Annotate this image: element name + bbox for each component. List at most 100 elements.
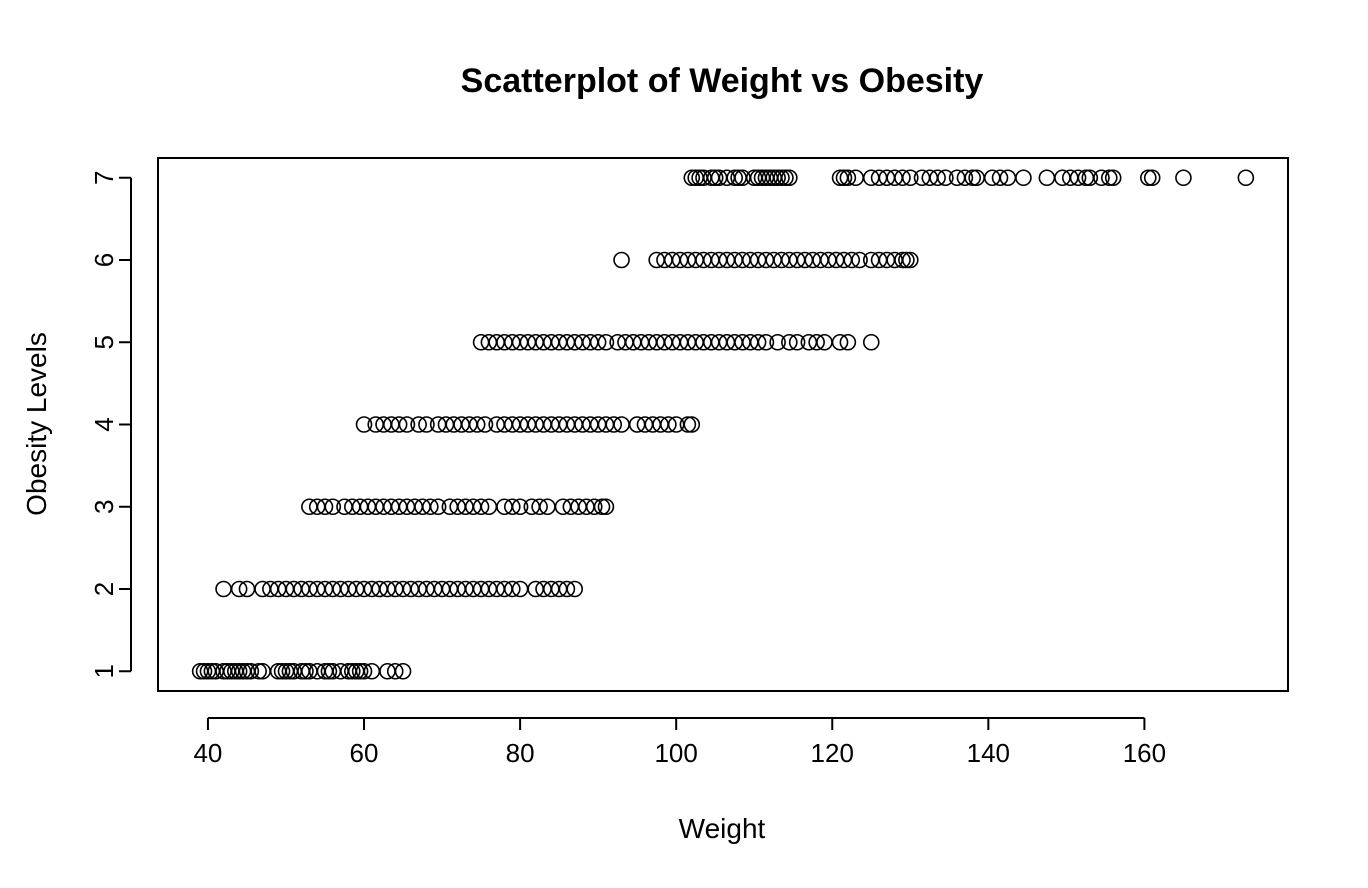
- data-point: [316, 498, 334, 516]
- data-point: [355, 416, 373, 433]
- y-tick-label: 1: [89, 664, 119, 678]
- data-point: [956, 169, 974, 187]
- data-point: [422, 498, 439, 516]
- data-point: [929, 169, 946, 187]
- data-point: [749, 333, 767, 351]
- data-point: [386, 662, 404, 680]
- data-point: [390, 416, 408, 433]
- data-point: [613, 251, 630, 269]
- data-point: [851, 251, 868, 269]
- data-point: [1100, 169, 1118, 187]
- data-point: [1038, 169, 1056, 187]
- data-point: [593, 498, 611, 516]
- data-point: [1104, 169, 1122, 187]
- data-point: [394, 662, 412, 680]
- x-tick-label: 60: [350, 738, 379, 768]
- data-point: [1143, 169, 1161, 187]
- data-point: [968, 169, 985, 187]
- data-point: [410, 416, 427, 433]
- data-point: [683, 416, 701, 433]
- data-point: [1175, 169, 1192, 187]
- x-tick-label: 120: [811, 738, 854, 768]
- data-point: [781, 333, 798, 351]
- data-point: [777, 169, 794, 187]
- data-point: [215, 580, 232, 598]
- data-point: [831, 333, 849, 351]
- data-point: [1015, 169, 1032, 187]
- y-tick-label: 2: [89, 582, 119, 596]
- data-point: [901, 251, 919, 269]
- data-point: [730, 169, 747, 187]
- data-point: [605, 416, 623, 433]
- data-point: [894, 251, 911, 269]
- data-point: [862, 333, 880, 351]
- data-point: [597, 498, 615, 516]
- data-point: [894, 169, 911, 187]
- data-point: [1237, 169, 1255, 187]
- data-point: [597, 333, 615, 351]
- data-point: [566, 580, 584, 598]
- data-point: [788, 333, 806, 351]
- data-point: [195, 662, 213, 680]
- data-point: [706, 169, 724, 187]
- y-tick-label: 3: [89, 500, 119, 514]
- x-axis-title: Weight: [679, 813, 766, 844]
- data-point: [757, 333, 775, 351]
- data-point: [398, 416, 416, 433]
- data-point: [297, 662, 314, 680]
- data-point: [937, 169, 954, 187]
- data-point: [1093, 169, 1110, 187]
- x-tick-label: 160: [1123, 738, 1166, 768]
- data-point: [230, 580, 248, 598]
- x-tick-label: 140: [967, 738, 1010, 768]
- data-point: [769, 169, 786, 187]
- data-point: [808, 333, 825, 351]
- y-axis: 1 2 3 4 5 6 7: [89, 171, 132, 678]
- data-point: [230, 662, 248, 680]
- data-point: [901, 169, 919, 187]
- data-point: [1140, 169, 1157, 187]
- data-point: [839, 169, 857, 187]
- data-point: [726, 169, 744, 187]
- data-point: [991, 169, 1009, 187]
- y-axis-title: Obesity Levels: [21, 332, 52, 516]
- data-points: [191, 169, 1255, 680]
- x-axis: 40 60 80 100 120 140 160: [193, 717, 1166, 768]
- data-point: [429, 498, 447, 516]
- data-point: [839, 333, 857, 351]
- plot-frame: [157, 157, 1289, 692]
- data-point: [964, 169, 982, 187]
- data-point: [898, 251, 915, 269]
- data-point: [679, 416, 697, 433]
- data-point: [843, 251, 861, 269]
- x-tick-label: 80: [506, 738, 535, 768]
- data-point: [589, 333, 607, 351]
- x-tick-label: 100: [654, 738, 697, 768]
- data-point: [503, 498, 521, 516]
- data-point: [324, 498, 342, 516]
- data-point: [472, 498, 490, 516]
- data-point: [250, 662, 267, 680]
- data-point: [344, 662, 361, 680]
- data-point: [320, 662, 338, 680]
- data-point: [1069, 169, 1087, 187]
- y-tick-label: 7: [89, 171, 119, 185]
- data-point: [503, 580, 521, 598]
- data-point: [242, 662, 260, 680]
- data-point: [355, 662, 373, 680]
- x-tick-label: 40: [193, 738, 222, 768]
- data-point: [254, 662, 271, 680]
- data-point: [531, 498, 548, 516]
- data-point: [273, 662, 291, 680]
- data-point: [351, 662, 369, 680]
- data-point: [769, 333, 786, 351]
- data-point: [476, 416, 494, 433]
- data-point: [835, 169, 853, 187]
- data-point: [683, 169, 701, 187]
- data-point: [418, 416, 435, 433]
- data-point: [781, 169, 798, 187]
- y-tick-label: 4: [89, 417, 119, 431]
- data-point: [773, 169, 790, 187]
- y-tick-label: 6: [89, 253, 119, 267]
